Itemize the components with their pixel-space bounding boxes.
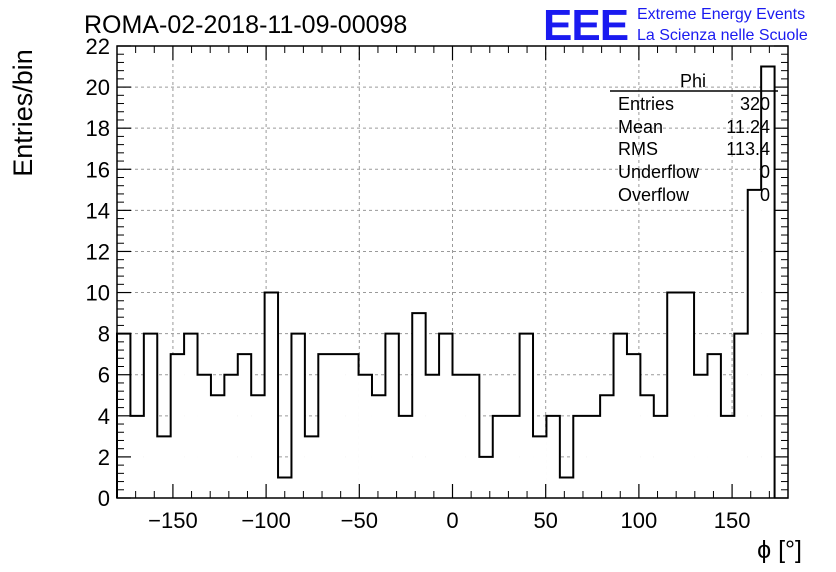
histogram-bin [747, 189, 762, 498]
histogram-bin [707, 354, 721, 498]
histogram-bin [210, 395, 225, 498]
stats-title: Phi [680, 71, 706, 91]
x-tick-label: −100 [241, 508, 291, 533]
y-tick-label: 4 [98, 404, 110, 429]
histogram-bin [143, 333, 158, 498]
y-tick-label: 12 [86, 239, 110, 264]
x-tick-label: 150 [714, 508, 751, 533]
y-tick-label: 2 [98, 445, 110, 470]
histogram-bin [626, 354, 641, 498]
histogram-bin [304, 436, 319, 498]
histogram-bin [385, 333, 399, 498]
y-tick-label: 22 [86, 34, 110, 59]
histogram-bin [157, 436, 171, 498]
histogram-bin [170, 354, 185, 498]
histogram-bin [694, 374, 708, 498]
histogram-bin [600, 395, 614, 498]
stats-value-entries: 320 [740, 94, 770, 114]
stats-label-underflow: Underflow [618, 162, 700, 182]
eee-logo: EEE [543, 1, 628, 50]
histogram-outline [116, 65, 776, 498]
y-tick-label: 14 [86, 198, 110, 223]
y-tick-label: 20 [86, 75, 110, 100]
histogram-bin [479, 456, 493, 498]
histogram-bin [439, 333, 453, 498]
branding-line-2: La Scienza nelle Scuole [637, 27, 808, 44]
histogram-bin [533, 436, 547, 498]
stats-value-overflow: 0 [760, 185, 770, 205]
histogram-bin [653, 415, 668, 498]
histogram-bin [130, 415, 144, 498]
stats-label-rms: RMS [618, 139, 658, 159]
histogram-bin [371, 395, 386, 498]
branding-line-1: Extreme Energy Events [637, 6, 805, 23]
histogram-bin [680, 292, 695, 498]
histogram-bin [519, 333, 534, 498]
stats-value-underflow: 0 [760, 162, 770, 182]
histogram-bin [264, 292, 279, 498]
y-tick-label: 18 [86, 116, 110, 141]
histogram-bin [640, 395, 654, 498]
histogram-bin [667, 292, 681, 498]
histogram-bin [761, 66, 775, 498]
histogram-bin [184, 333, 198, 498]
histogram-bin [278, 477, 292, 498]
histogram-bin [291, 333, 305, 498]
histogram-bin [465, 374, 480, 498]
histogram-bin [318, 354, 332, 498]
histogram-bin [546, 415, 560, 498]
stats-box: Phi Entries 320 Mean 11.24 RMS 113.4 Und… [610, 71, 778, 205]
x-tick-label: −150 [148, 508, 198, 533]
stats-value-rms: 113.4 [726, 139, 770, 159]
y-tick-label: 16 [86, 157, 110, 182]
histogram-bin [197, 374, 211, 498]
y-tick-label: 10 [86, 281, 110, 306]
stats-value-mean: 11.24 [726, 117, 770, 137]
eee-branding: EEE Extreme Energy Events La Scienza nel… [543, 1, 808, 50]
histogram-bin [573, 415, 587, 498]
histogram-bin [720, 415, 735, 498]
histogram-bin [237, 354, 252, 498]
histogram-bin [425, 374, 440, 498]
stats-label-mean: Mean [618, 117, 663, 137]
histogram-bin [412, 313, 426, 498]
x-tick-label: 50 [533, 508, 557, 533]
y-axis-label: Entries/bin [8, 49, 38, 177]
histogram-bin [559, 477, 574, 498]
histogram-bin [586, 415, 601, 498]
y-tick-label: 0 [98, 486, 110, 511]
histogram-bars [116, 65, 776, 498]
x-axis-label: ϕ [°] [757, 536, 802, 564]
y-tick-label: 8 [98, 322, 110, 347]
histogram-bin [345, 354, 359, 498]
histogram-bin [734, 333, 748, 498]
histogram-bin [492, 415, 507, 498]
histogram-bin [613, 333, 627, 498]
histogram-bin [331, 354, 346, 498]
x-tick-label: 0 [446, 508, 458, 533]
stats-label-entries: Entries [618, 94, 674, 114]
run-title: ROMA-02-2018-11-09-00098 [84, 11, 407, 39]
stats-label-overflow: Overflow [618, 185, 690, 205]
axis-ticks: 0 2 4 6 8 10 12 14 16 18 20 22 −150 −100 −50 0 50 100 150 [86, 34, 788, 533]
histogram-bin [506, 415, 520, 498]
histogram-bin [224, 374, 238, 498]
histogram-bin [358, 374, 372, 498]
histogram-bin [452, 374, 466, 498]
x-tick-label: −50 [341, 508, 378, 533]
histogram-bin [398, 415, 413, 498]
x-tick-label: 100 [621, 508, 658, 533]
y-tick-label: 6 [98, 363, 110, 388]
histogram-bin [251, 395, 265, 498]
